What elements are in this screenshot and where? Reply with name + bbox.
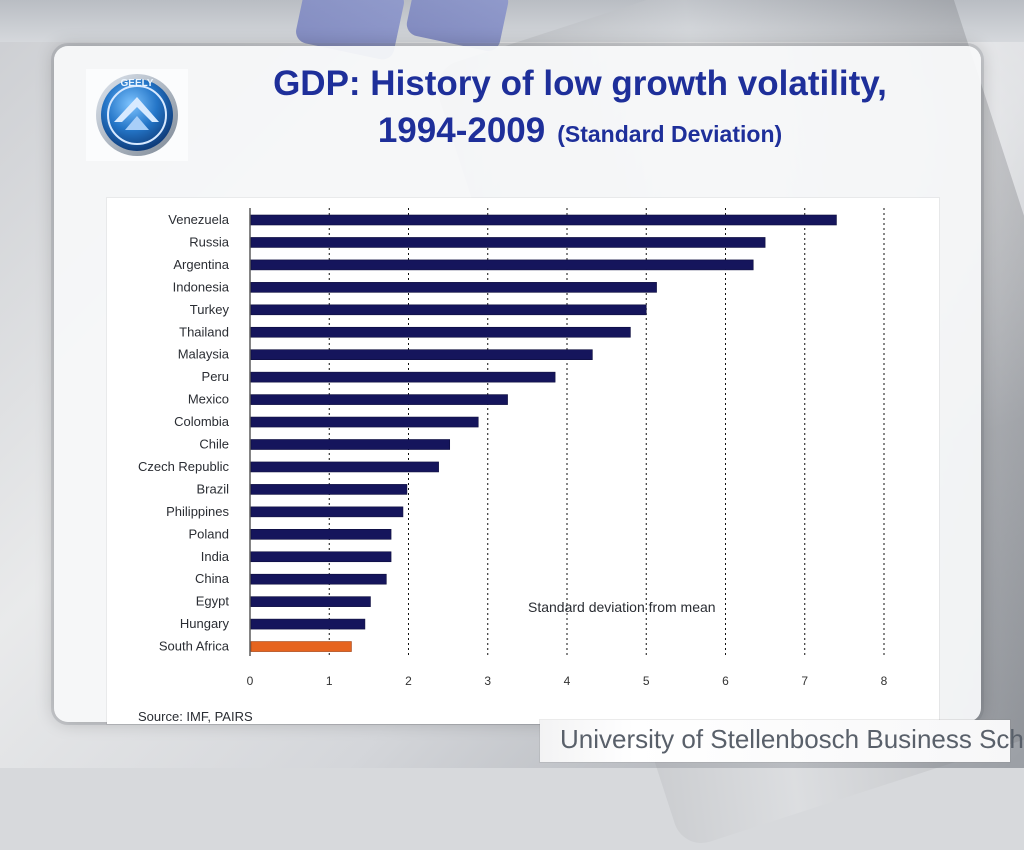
- x-tick-label: 2: [405, 674, 412, 688]
- chart-bar: [250, 237, 766, 248]
- chart-bar: [250, 618, 366, 630]
- chart-bar: [250, 371, 556, 383]
- x-tick-label: 8: [881, 674, 888, 688]
- y-category-label: Philippines: [166, 504, 229, 519]
- chart-bar: [250, 326, 631, 338]
- chart-bar: [250, 596, 371, 607]
- x-tick-label: 3: [484, 674, 491, 688]
- y-category-label: Czech Republic: [138, 459, 230, 474]
- y-category-label: Egypt: [196, 594, 230, 609]
- y-category-label: Turkey: [190, 302, 230, 317]
- footer-text: University of Stellenbosch Business Scho…: [560, 724, 1024, 754]
- y-category-label: South Africa: [159, 639, 230, 654]
- x-tick-label: 7: [801, 674, 808, 688]
- chart-bar: [250, 641, 352, 652]
- chart-bar: [250, 282, 657, 293]
- chart-bar: [250, 416, 479, 428]
- chart-bar: [250, 304, 647, 316]
- title-subtitle: (Standard Deviation): [557, 121, 783, 147]
- title-years: 1994-2009: [377, 111, 546, 150]
- y-category-label: Peru: [202, 369, 229, 384]
- footer-bar: [540, 720, 1010, 762]
- background-band: [0, 0, 1024, 42]
- x-tick-label: 6: [722, 674, 729, 688]
- chart-bar: [250, 259, 754, 271]
- y-category-label: Mexico: [188, 392, 229, 407]
- y-category-label: Indonesia: [173, 279, 230, 294]
- y-category-label: Chile: [199, 437, 229, 452]
- chart-bar: [250, 394, 508, 405]
- y-category-label: Thailand: [179, 324, 229, 339]
- chart-bar: [250, 461, 439, 473]
- chart-bar: [250, 439, 451, 450]
- chart-annotation: Standard deviation from mean: [528, 599, 716, 615]
- chart-bar: [250, 551, 392, 563]
- bar-chart: 0 1 2 3 4 5 6 7 8 Venezuela Russia Argentina Indones…: [138, 208, 888, 688]
- page-title-line-2: 1994-2009 (Standard Deviation): [190, 111, 970, 151]
- chart-bar: [250, 349, 593, 361]
- geely-logo: GEELY: [86, 69, 188, 161]
- y-category-label: India: [201, 549, 230, 564]
- y-category-label: Venezuela: [168, 212, 229, 227]
- x-tick-label: 4: [564, 674, 571, 688]
- y-category-label: Malaysia: [178, 347, 230, 362]
- y-category-label: China: [195, 571, 230, 586]
- chart-bar: [250, 506, 404, 518]
- x-tick-label: 0: [247, 674, 254, 688]
- chart-bar: [250, 528, 392, 540]
- chart-bar: [250, 573, 387, 585]
- y-category-label: Argentina: [173, 257, 229, 272]
- y-category-label: Poland: [189, 526, 229, 541]
- chart-bar: [250, 484, 408, 495]
- chart-bar: [250, 214, 837, 226]
- x-tick-label: 1: [326, 674, 333, 688]
- page-title-line-1: GDP: History of low growth volatility,: [273, 64, 887, 103]
- y-category-label: Brazil: [196, 481, 229, 496]
- y-category-label: Russia: [189, 234, 230, 249]
- y-category-label: Colombia: [174, 414, 230, 429]
- chart-source: Source: IMF, PAIRS: [138, 709, 253, 724]
- geely-logo-icon: GEELY: [96, 74, 178, 156]
- svg-text:GEELY: GEELY: [121, 78, 154, 89]
- x-tick-label: 5: [643, 674, 650, 688]
- y-category-label: Hungary: [180, 616, 230, 631]
